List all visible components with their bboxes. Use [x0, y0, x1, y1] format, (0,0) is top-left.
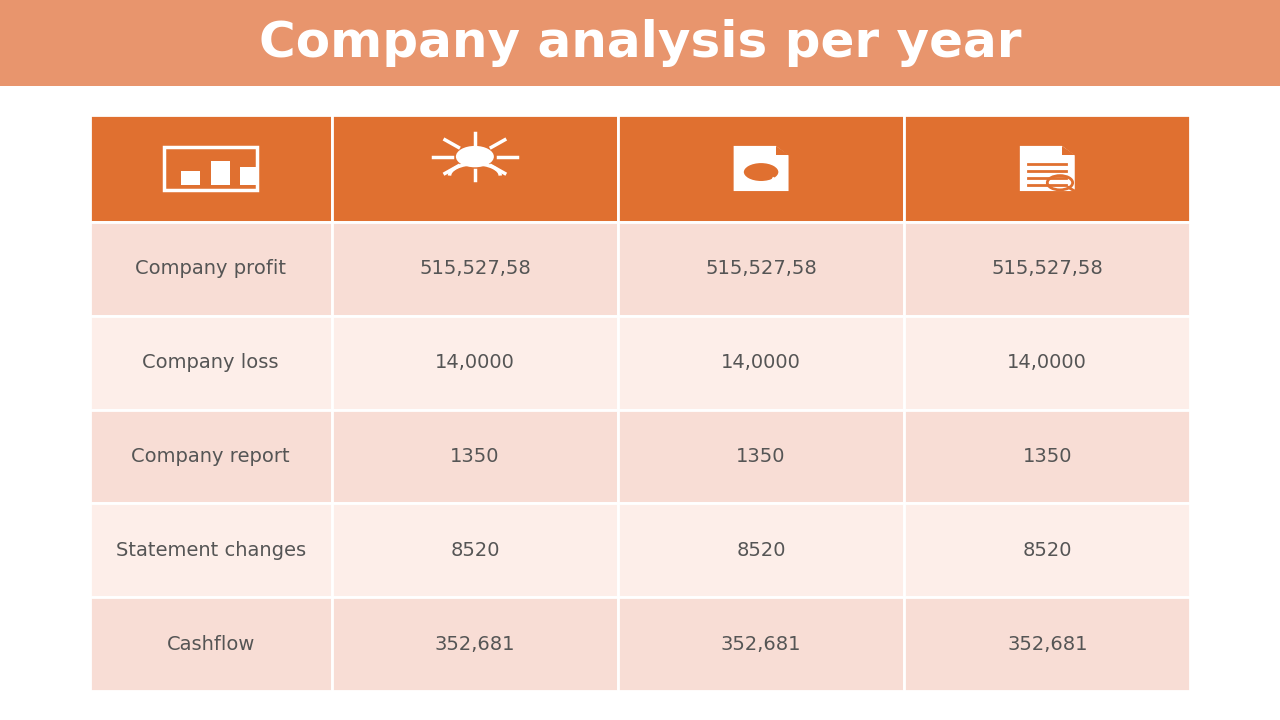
Text: 8520: 8520	[736, 541, 786, 560]
Text: 515,527,58: 515,527,58	[992, 259, 1103, 278]
Text: 14,0000: 14,0000	[1007, 353, 1087, 372]
Polygon shape	[776, 146, 788, 156]
FancyBboxPatch shape	[618, 315, 904, 410]
FancyBboxPatch shape	[904, 115, 1190, 222]
FancyBboxPatch shape	[332, 410, 618, 503]
Text: 1350: 1350	[1023, 447, 1073, 466]
Polygon shape	[1062, 146, 1075, 156]
FancyBboxPatch shape	[618, 115, 904, 222]
FancyBboxPatch shape	[0, 0, 1280, 86]
FancyBboxPatch shape	[904, 410, 1190, 503]
FancyBboxPatch shape	[618, 410, 904, 503]
Circle shape	[456, 146, 494, 167]
Text: 515,527,58: 515,527,58	[705, 259, 817, 278]
Text: 1350: 1350	[451, 447, 499, 466]
FancyBboxPatch shape	[332, 115, 618, 222]
FancyBboxPatch shape	[904, 315, 1190, 410]
Text: Cashflow: Cashflow	[166, 635, 255, 654]
Text: 352,681: 352,681	[721, 635, 801, 654]
FancyBboxPatch shape	[904, 222, 1190, 315]
FancyBboxPatch shape	[90, 115, 332, 222]
FancyBboxPatch shape	[90, 222, 332, 315]
Text: 515,527,58: 515,527,58	[419, 259, 531, 278]
Bar	[182, 171, 200, 185]
Text: Company profit: Company profit	[136, 259, 287, 278]
Text: Company analysis per year: Company analysis per year	[259, 19, 1021, 67]
Bar	[241, 167, 260, 185]
Text: 14,0000: 14,0000	[435, 353, 515, 372]
Text: 14,0000: 14,0000	[721, 353, 801, 372]
FancyBboxPatch shape	[90, 410, 332, 503]
FancyBboxPatch shape	[90, 503, 332, 598]
FancyBboxPatch shape	[90, 315, 332, 410]
Text: 8520: 8520	[1023, 541, 1073, 560]
FancyBboxPatch shape	[618, 222, 904, 315]
FancyBboxPatch shape	[904, 503, 1190, 598]
Text: Company loss: Company loss	[142, 353, 279, 372]
FancyBboxPatch shape	[904, 598, 1190, 691]
Text: Statement changes: Statement changes	[115, 541, 306, 560]
FancyBboxPatch shape	[90, 598, 332, 691]
Polygon shape	[733, 146, 788, 191]
Bar	[164, 147, 257, 190]
Text: 1350: 1350	[736, 447, 786, 466]
FancyBboxPatch shape	[332, 598, 618, 691]
Text: 8520: 8520	[451, 541, 499, 560]
Text: 352,681: 352,681	[435, 635, 515, 654]
Circle shape	[742, 161, 780, 183]
Bar	[211, 161, 229, 185]
FancyBboxPatch shape	[332, 222, 618, 315]
FancyBboxPatch shape	[332, 503, 618, 598]
Text: Company report: Company report	[132, 447, 291, 466]
Text: 352,681: 352,681	[1007, 635, 1088, 654]
Polygon shape	[1020, 146, 1075, 191]
FancyBboxPatch shape	[618, 503, 904, 598]
FancyBboxPatch shape	[618, 598, 904, 691]
FancyBboxPatch shape	[332, 315, 618, 410]
